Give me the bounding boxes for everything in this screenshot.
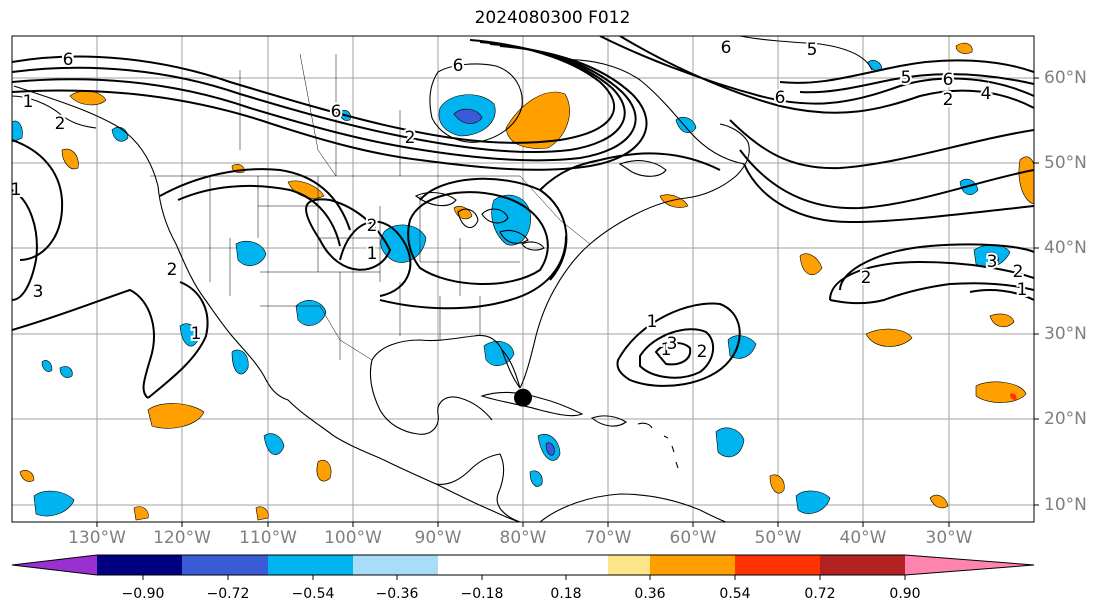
contour-label: 3 xyxy=(33,282,44,302)
colorbar-segment xyxy=(268,555,353,575)
colorbar-tick-label: −0.36 xyxy=(375,586,419,602)
contour-labels: 6 6 5 5 6 6 2 4 1 2 2 6 6 1 2 1 3 2 1 1 … xyxy=(11,36,1029,364)
colorbar-tick-label: 0.90 xyxy=(889,586,921,602)
contour-label: 2 xyxy=(697,342,708,362)
contour-label: 2 xyxy=(861,268,872,288)
contour-label: 1 xyxy=(367,244,378,264)
colorbar-extend-low xyxy=(12,555,97,575)
colorbar xyxy=(11,554,1035,580)
contour-label: 1 xyxy=(23,92,34,112)
longitude-label: 50°W xyxy=(754,528,802,548)
colorbar-segment xyxy=(650,555,735,575)
colorbar-tick-label: 0.54 xyxy=(719,586,751,602)
longitude-label: 30°W xyxy=(925,528,973,548)
contour-label: 2 xyxy=(943,90,954,110)
latitude-label: 50°N xyxy=(1044,153,1087,173)
colorbar-tick-label: 0.36 xyxy=(634,586,666,602)
longitude-label: 120°W xyxy=(153,528,211,548)
longitude-label: 90°W xyxy=(414,528,462,548)
contour-label: 1 xyxy=(647,312,658,332)
contour-label: 6 xyxy=(453,56,464,76)
contour-label: 1 xyxy=(661,340,672,360)
contour-label: 1 xyxy=(11,180,22,200)
contour-label: 6 xyxy=(775,88,786,108)
colorbar-tick-label: −0.90 xyxy=(121,586,165,602)
colorbar-extend-high xyxy=(905,555,1034,575)
colorbar-segment xyxy=(97,555,182,575)
longitude-label: 110°W xyxy=(239,528,297,548)
longitude-label: 70°W xyxy=(584,528,632,548)
colorbar-segment xyxy=(820,555,905,575)
colorbar-tick-label: −0.18 xyxy=(460,586,504,602)
colorbar-tick-label: −0.54 xyxy=(291,586,335,602)
contour-label: 4 xyxy=(981,84,992,104)
latitude-label: 10°N xyxy=(1044,495,1087,515)
storm-center-marker xyxy=(514,388,532,407)
contour-label: 6 xyxy=(331,102,342,122)
contour-label: 2 xyxy=(367,216,378,236)
contour-label: 6 xyxy=(63,50,74,70)
longitude-label: 80°W xyxy=(499,528,547,548)
contour-label: 3 xyxy=(987,252,998,272)
colorbar-tick-label: 0.72 xyxy=(804,586,836,602)
colorbar-segment xyxy=(353,555,438,575)
contour-label: 2 xyxy=(167,260,178,280)
contour-label: 6 xyxy=(721,38,732,58)
longitude-label: 60°W xyxy=(669,528,717,548)
latitude-label: 60°N xyxy=(1044,68,1087,88)
longitude-label: 130°W xyxy=(68,528,126,548)
longitude-label: 100°W xyxy=(324,528,382,548)
map-title: 2024080300 F012 xyxy=(474,8,631,28)
contour-label: 2 xyxy=(405,128,416,148)
contour-label: 6 xyxy=(943,70,954,90)
colorbar-segment xyxy=(735,555,820,575)
contour-label: 2 xyxy=(55,114,66,134)
axis-ticks xyxy=(96,77,1039,527)
contour-label: 5 xyxy=(807,40,818,60)
colorbar-segment xyxy=(438,555,608,575)
latitude-label: 40°N xyxy=(1044,238,1087,258)
contour-label: 2 xyxy=(1013,262,1024,282)
colorbar-segment xyxy=(182,555,268,575)
colorbar-tick-label: 0.18 xyxy=(550,586,582,602)
contour-label: 3 xyxy=(667,334,678,354)
colorbar-tick-label: −0.72 xyxy=(206,586,250,602)
longitude-label: 40°W xyxy=(839,528,887,548)
contour-label: 1 xyxy=(191,324,202,344)
contour-label: 5 xyxy=(901,68,912,88)
latitude-label: 20°N xyxy=(1044,409,1087,429)
contours xyxy=(12,36,1034,399)
colorbar-segment xyxy=(608,555,650,575)
latitude-label: 30°N xyxy=(1044,324,1087,344)
contour-label: 1 xyxy=(1017,280,1028,300)
